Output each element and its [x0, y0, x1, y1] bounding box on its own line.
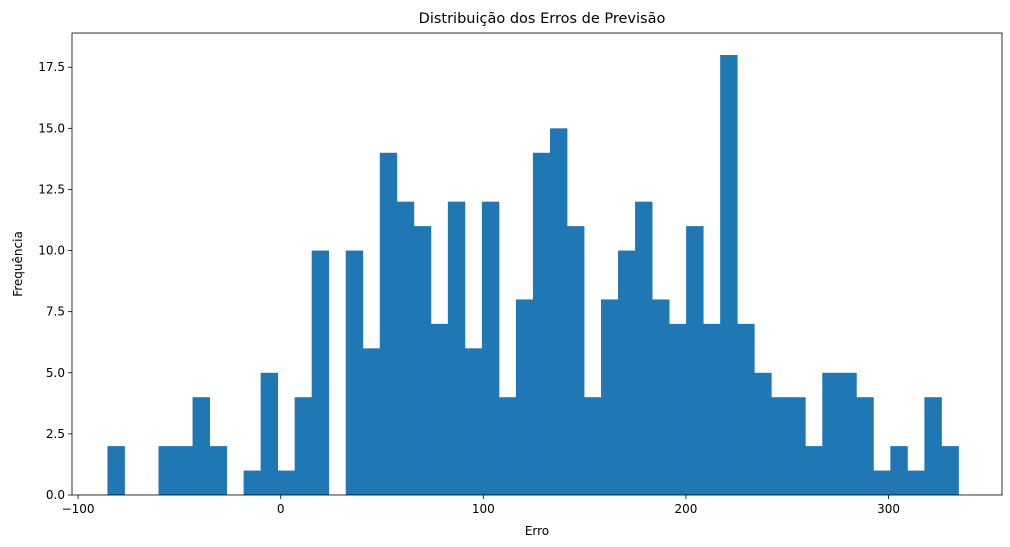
- histogram-bar: [413, 226, 432, 495]
- histogram-bar: [379, 152, 398, 495]
- x-tick-label: 100: [472, 502, 495, 516]
- histogram-bar: [532, 152, 551, 495]
- histogram-bar: [430, 323, 449, 495]
- y-tick-label: 0.0: [46, 488, 65, 502]
- histogram-bar: [788, 397, 806, 495]
- histogram-bar: [822, 372, 840, 495]
- histogram-bar: [277, 470, 296, 495]
- y-tick-label: 2.5: [46, 427, 65, 441]
- x-tick-label: 0: [277, 502, 285, 516]
- histogram-bar: [941, 446, 959, 495]
- histogram-bar: [192, 397, 210, 495]
- histogram-bar: [175, 446, 193, 495]
- plot-frame: [71, 32, 1003, 496]
- histogram-bar: [618, 250, 636, 495]
- x-tick-label: 300: [877, 502, 900, 516]
- histogram-bar: [703, 323, 721, 495]
- histogram-bar: [601, 299, 619, 495]
- histogram-bar: [890, 446, 908, 495]
- histogram-bar: [481, 201, 500, 495]
- x-tick-label: −100: [62, 502, 95, 516]
- histogram-bar: [873, 470, 891, 495]
- y-tick-label: 17.5: [38, 60, 65, 74]
- histogram-bar: [447, 201, 466, 495]
- y-axis-ticks: 0.0 2.5 5.0 7.5 10.0 12.5 15.0 17.5: [38, 60, 72, 502]
- histogram-bar: [805, 446, 823, 495]
- y-tick-label: 10.0: [38, 244, 65, 258]
- y-axis-label: Frequência: [11, 231, 25, 297]
- histogram-bar: [260, 372, 279, 495]
- y-tick-label: 15.0: [38, 121, 65, 135]
- bars-group: [107, 55, 959, 496]
- histogram-bar: [686, 226, 704, 495]
- x-tick-label: 200: [674, 502, 697, 516]
- x-axis-ticks: −100 0 100 200 300: [62, 495, 900, 516]
- histogram-bar: [635, 201, 653, 495]
- y-tick-label: 12.5: [38, 182, 65, 196]
- x-axis-label: Erro: [525, 524, 549, 538]
- histogram-bar: [566, 226, 585, 495]
- chart-title: Distribuição dos Erros de Previsão: [419, 11, 666, 27]
- histogram-bar: [907, 470, 925, 495]
- histogram-bar: [652, 299, 670, 495]
- histogram-bar: [345, 250, 364, 495]
- y-tick-label: 5.0: [46, 366, 65, 380]
- histogram-bar: [924, 397, 942, 495]
- histogram-bar: [669, 323, 687, 495]
- histogram-bar: [464, 348, 483, 495]
- histogram-bar: [856, 397, 874, 495]
- histogram-bar: [549, 128, 568, 496]
- histogram-bar: [839, 372, 857, 495]
- histogram-bar: [584, 397, 602, 495]
- histogram-bar: [515, 299, 534, 495]
- histogram-bar: [294, 397, 313, 495]
- histogram-bar: [311, 250, 330, 495]
- histogram-bar: [498, 397, 517, 495]
- histogram-bar: [243, 470, 262, 495]
- histogram-bar: [754, 372, 772, 495]
- histogram-bar: [737, 323, 755, 495]
- y-tick-label: 7.5: [46, 305, 65, 319]
- histogram-bar: [771, 397, 789, 495]
- histogram-bar: [720, 55, 738, 495]
- histogram-bar: [396, 201, 415, 495]
- histogram-bar: [362, 348, 381, 495]
- histogram-bar: [158, 446, 176, 495]
- histogram-bar: [209, 446, 227, 495]
- histogram-bar: [107, 446, 125, 495]
